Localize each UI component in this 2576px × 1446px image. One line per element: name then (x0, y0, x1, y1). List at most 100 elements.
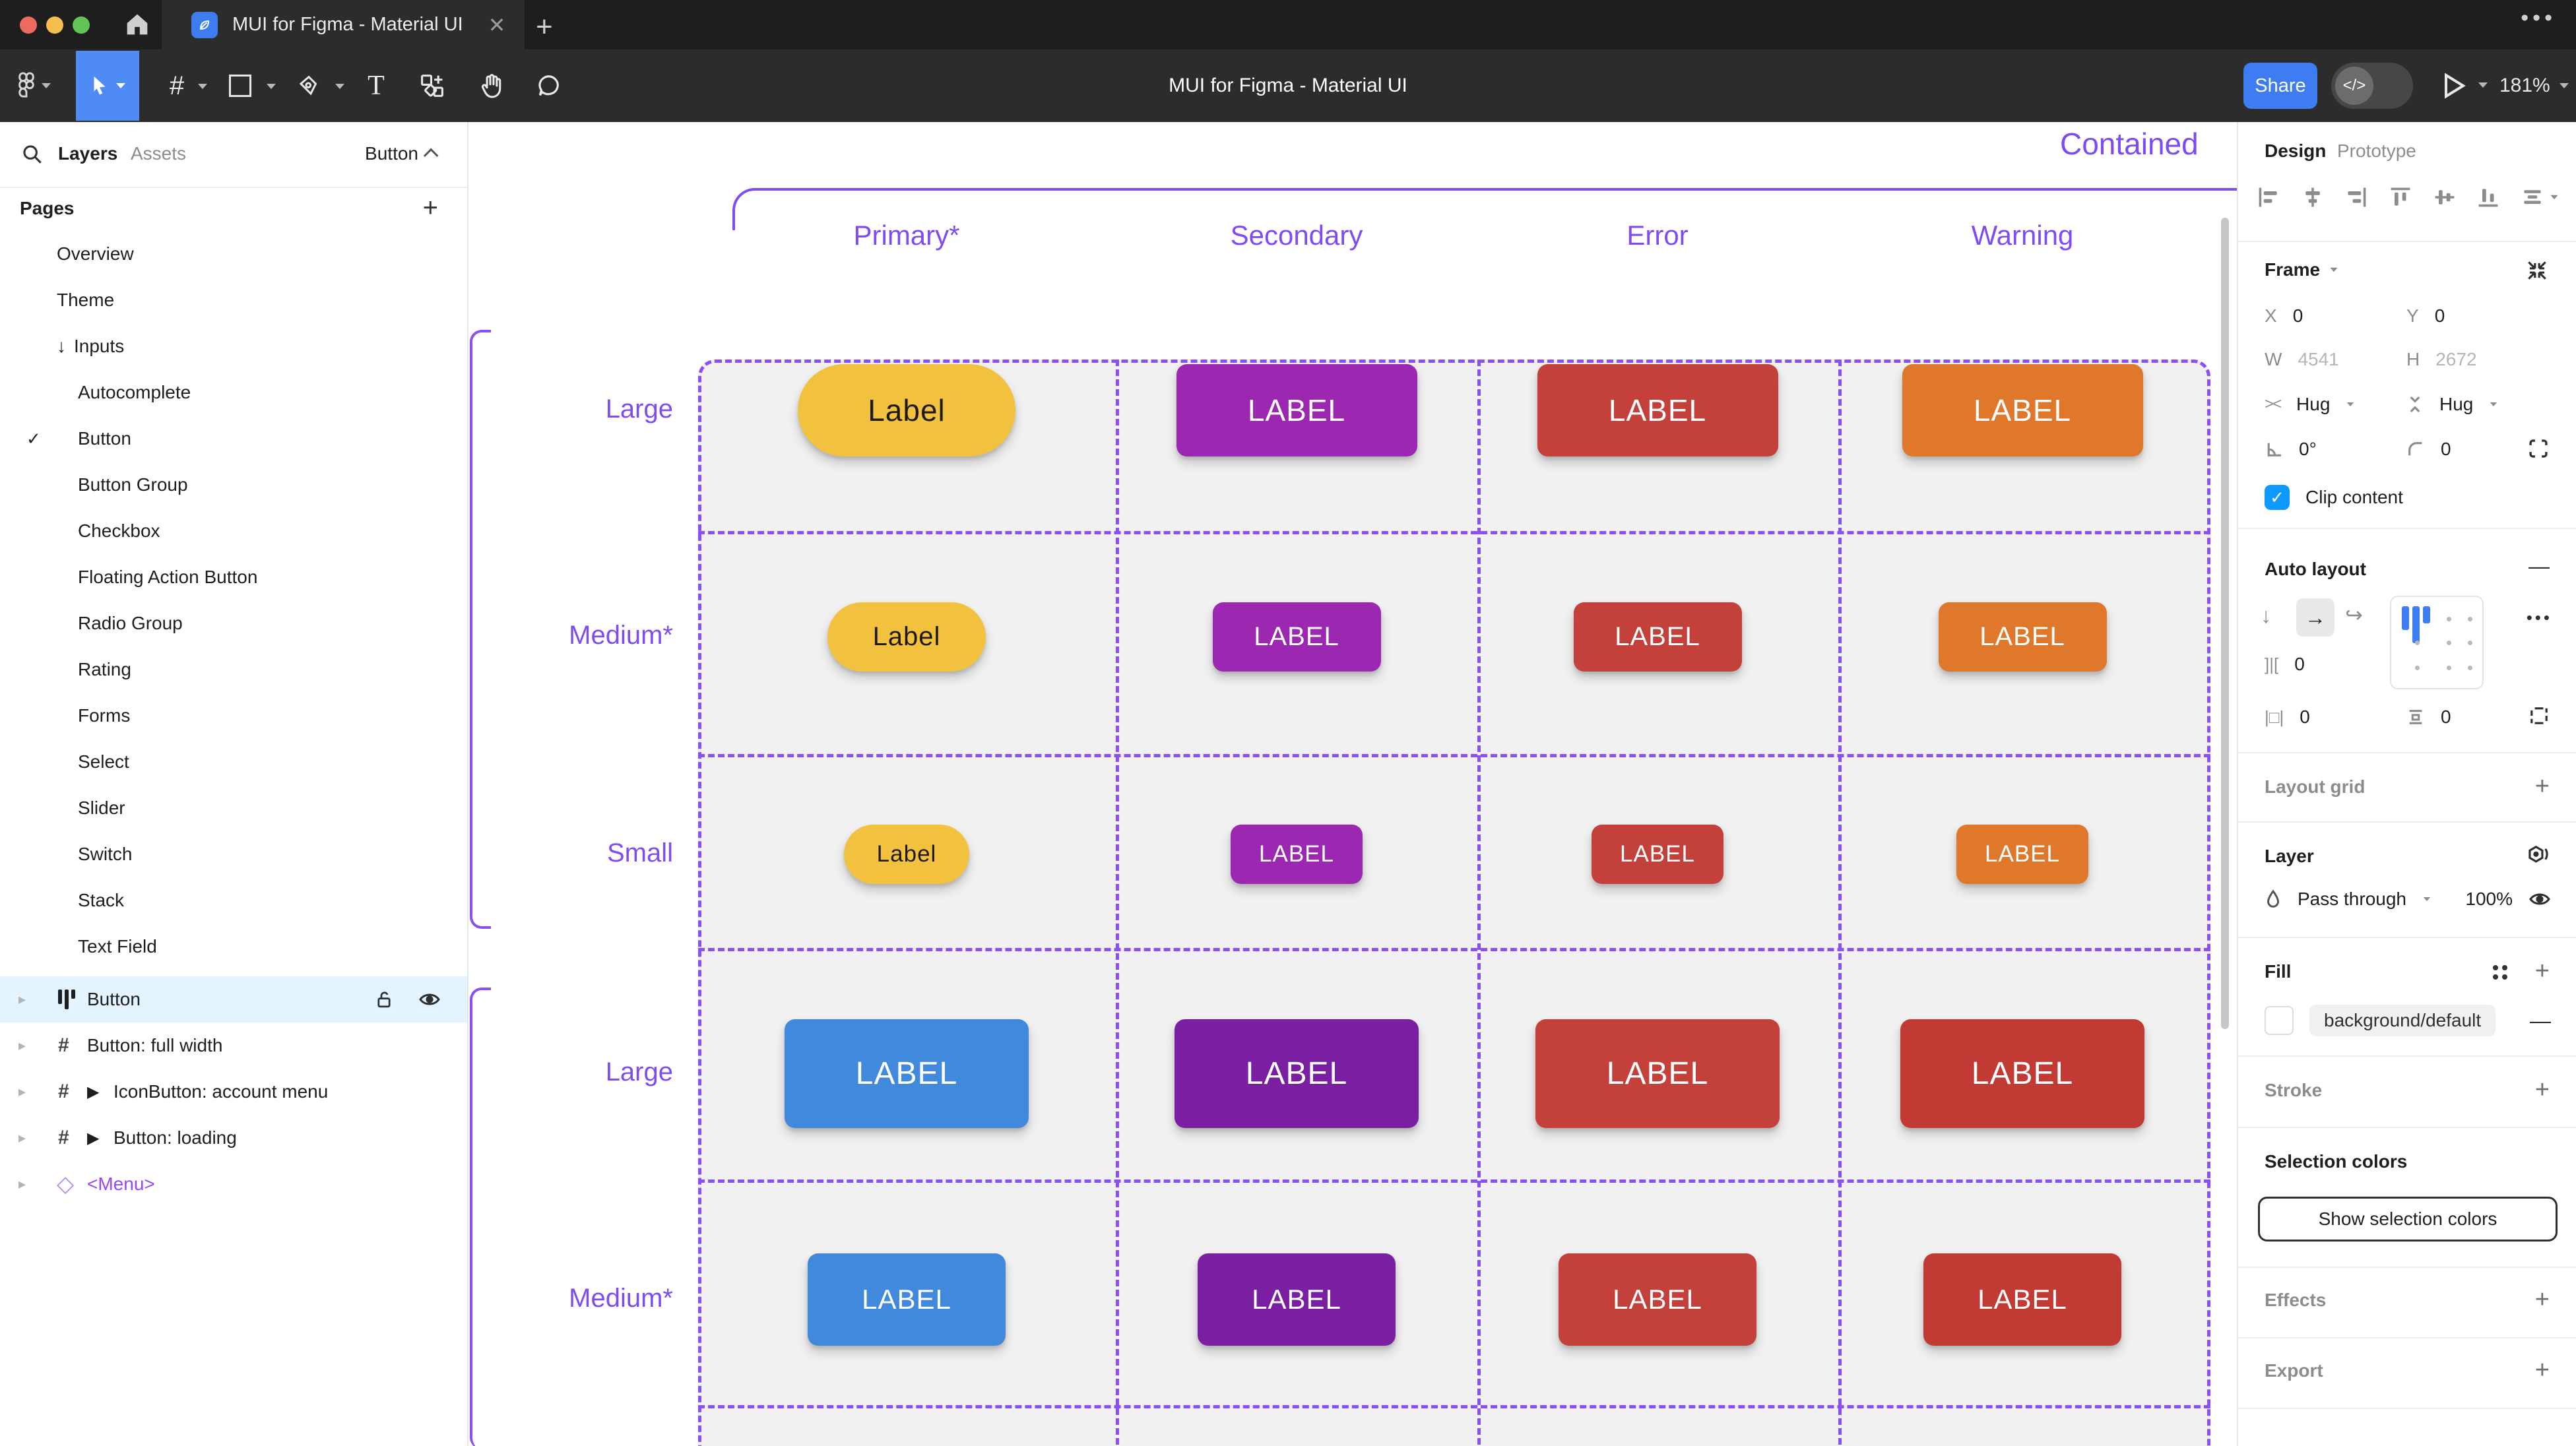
clip-content-checkbox[interactable]: ✓ Clip content (2265, 485, 2403, 510)
auto-layout-more-icon[interactable]: ••• (2526, 608, 2552, 627)
canvas-scrollbar[interactable] (2221, 218, 2229, 1029)
remove-fill-button[interactable]: — (2530, 1008, 2551, 1032)
layer-item--menu-[interactable]: ▸ ◇ <Menu> (0, 1161, 467, 1207)
page-selector[interactable]: Button (365, 143, 439, 164)
window-zoom-button[interactable] (73, 16, 90, 34)
gap-field[interactable]: ]|[ 0 (2265, 654, 2305, 674)
sample-button-row3-col2[interactable]: LABEL (1231, 825, 1363, 884)
direction-wrap-button[interactable]: ↩ (2345, 603, 2363, 627)
expand-chevron-icon[interactable]: ▸ (18, 1176, 26, 1192)
collapse-panel-icon[interactable] (2525, 258, 2550, 283)
sample-button-row2-col1[interactable]: Label (827, 602, 986, 672)
height-field[interactable]: H 2672 (2406, 349, 2477, 369)
canvas[interactable]: Contained Primary* Secondary Error Warning … (468, 122, 2237, 1446)
sample-button-row1-col4[interactable]: LABEL (1902, 364, 2143, 456)
window-more-icon[interactable]: ••• (2521, 5, 2556, 30)
page-item-radio-group[interactable]: Radio Group (0, 600, 467, 646)
width-field[interactable]: W 4541 (2265, 349, 2339, 369)
frame-tool-chevron-icon[interactable] (198, 84, 207, 89)
figma-main-menu[interactable] (11, 49, 57, 122)
add-layout-grid-button[interactable]: + (2534, 772, 2550, 800)
search-icon[interactable] (21, 143, 44, 166)
tab-close-icon[interactable]: ✕ (488, 13, 506, 37)
page-item-inputs[interactable]: ↓ Inputs (0, 323, 467, 369)
page-item-button-group[interactable]: Button Group (0, 462, 467, 508)
expand-chevron-icon[interactable]: ▸ (18, 991, 26, 1007)
page-item-text-field[interactable]: Text Field (0, 924, 467, 970)
sample-button-row4-col3[interactable]: LABEL (1535, 1019, 1780, 1128)
sample-button-row1-col2[interactable]: LABEL (1176, 364, 1417, 456)
tab-layers[interactable]: Layers (58, 143, 118, 164)
sample-button-row4-col1[interactable]: LABEL (785, 1019, 1029, 1128)
layer-item-button-full-width[interactable]: ▸ # Button: full width (0, 1022, 467, 1069)
shape-tool-chevron-icon[interactable] (267, 84, 276, 89)
rotation-field[interactable]: 0° (2265, 439, 2317, 460)
sample-button-row2-col3[interactable]: LABEL (1573, 602, 1742, 672)
add-effect-button[interactable]: + (2534, 1286, 2550, 1313)
sample-button-row3-col1[interactable]: Label (844, 825, 969, 884)
add-export-button[interactable]: + (2534, 1356, 2550, 1384)
unlock-icon[interactable] (375, 990, 393, 1009)
expand-chevron-icon[interactable]: ▸ (18, 1129, 26, 1146)
home-icon[interactable] (122, 9, 152, 40)
align-left-icon[interactable] (2257, 185, 2280, 209)
zoom-menu[interactable]: 181% (2499, 49, 2569, 122)
file-tab[interactable]: MUI for Figma - Material UI ✕ (162, 0, 525, 49)
page-item-rating[interactable]: Rating (0, 646, 467, 693)
eye-icon[interactable] (418, 991, 441, 1008)
eye-icon[interactable] (2528, 891, 2551, 908)
new-tab-button[interactable]: + (536, 11, 553, 43)
page-item-autocomplete[interactable]: Autocomplete (0, 369, 467, 416)
fill-styles-icon[interactable] (2493, 965, 2507, 980)
expand-chevron-icon[interactable]: ▸ (18, 1037, 26, 1053)
add-fill-button[interactable]: + (2534, 957, 2550, 985)
frame-section-title[interactable]: Frame (2265, 259, 2338, 280)
sample-button-row4-col4[interactable]: LABEL (1900, 1019, 2144, 1128)
page-item-stack[interactable]: Stack (0, 877, 467, 924)
vertical-padding-field[interactable]: 0 (2406, 707, 2451, 728)
window-minimize-button[interactable] (46, 16, 63, 34)
page-item-overview[interactable]: Overview (0, 231, 467, 277)
independent-padding-icon[interactable] (2528, 705, 2550, 726)
tab-prototype[interactable]: Prototype (2337, 141, 2416, 161)
sample-button-row3-col3[interactable]: LABEL (1592, 825, 1723, 884)
page-item-theme[interactable]: Theme (0, 277, 467, 323)
remove-auto-layout-button[interactable]: — (2528, 554, 2550, 578)
sample-button-row5-col1[interactable]: LABEL (808, 1253, 1006, 1346)
distribute-menu[interactable] (2521, 185, 2559, 209)
corner-radius-field[interactable]: 0 (2406, 439, 2451, 460)
direction-horizontal-button[interactable]: → (2296, 598, 2334, 637)
sample-button-row5-col4[interactable]: LABEL (1923, 1253, 2121, 1346)
show-selection-colors-button[interactable]: Show selection colors (2258, 1197, 2558, 1242)
expand-chevron-icon[interactable]: ▸ (18, 1083, 26, 1100)
align-bottom-icon[interactable] (2476, 185, 2500, 209)
frame-tool-button[interactable]: # (169, 71, 185, 100)
sample-button-row3-col4[interactable]: LABEL (1956, 825, 2088, 884)
hand-tool-button[interactable] (470, 49, 513, 122)
hug-horizontal-select[interactable]: >< Hug (2265, 394, 2355, 415)
pen-tool-button[interactable] (290, 49, 327, 122)
page-item-select[interactable]: Select (0, 739, 467, 785)
sample-button-row5-col2[interactable]: LABEL (1198, 1253, 1396, 1346)
page-item-switch[interactable]: Switch (0, 831, 467, 877)
blend-mode-select[interactable]: Pass through (2298, 889, 2406, 909)
share-button[interactable]: Share (2243, 63, 2317, 109)
apply-styles-icon[interactable] (2525, 844, 2550, 869)
sample-button-row1-col3[interactable]: LABEL (1537, 364, 1778, 456)
pen-tool-chevron-icon[interactable] (335, 84, 344, 89)
align-h-center-icon[interactable] (2301, 185, 2325, 209)
tab-design[interactable]: Design (2265, 141, 2327, 161)
move-tool-button[interactable] (76, 51, 139, 121)
independent-corners-icon[interactable] (2527, 437, 2550, 460)
page-item-floating-action-button[interactable]: Floating Action Button (0, 554, 467, 600)
sample-button-row1-col1[interactable]: Label (798, 364, 1015, 456)
resources-tool-button[interactable] (410, 49, 454, 122)
fill-color-swatch[interactable] (2265, 1006, 2294, 1035)
layer-item-button[interactable]: ▸ Button (0, 976, 467, 1022)
dev-mode-toggle[interactable]: </> (2331, 63, 2413, 109)
sample-button-row4-col2[interactable]: LABEL (1175, 1019, 1419, 1128)
tab-assets[interactable]: Assets (131, 143, 187, 164)
present-button[interactable] (2440, 71, 2468, 100)
